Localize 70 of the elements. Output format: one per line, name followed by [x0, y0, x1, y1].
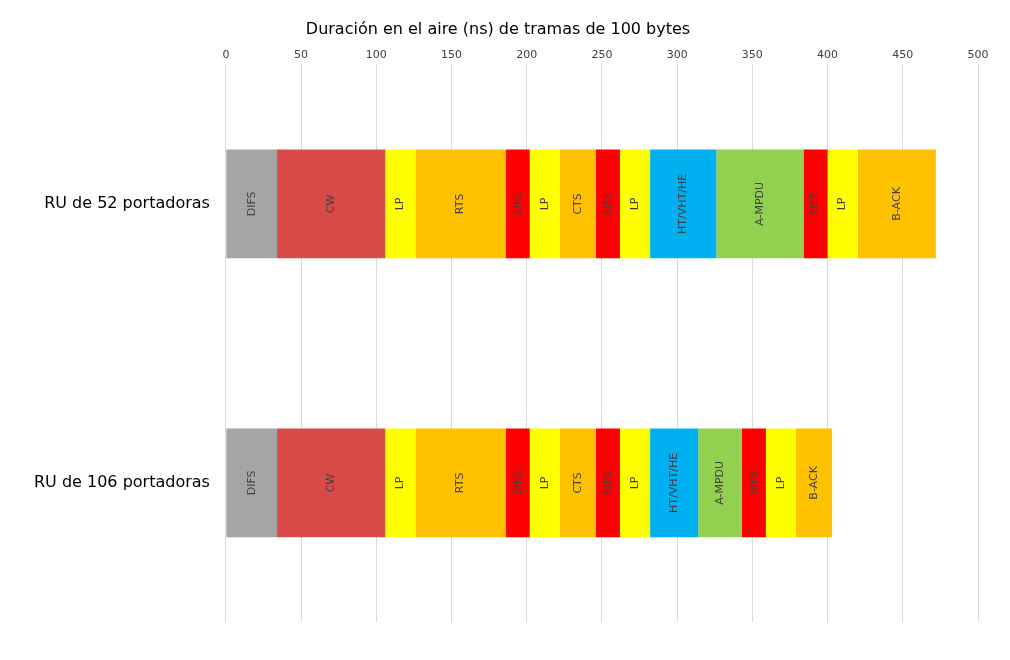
bar [827, 149, 858, 259]
series-label: DIFS [244, 191, 258, 217]
bar [385, 428, 416, 538]
bar [226, 149, 278, 259]
bar [650, 149, 717, 259]
chart-title: Duración en el aire (ns) de tramas de 100 bytes [305, 18, 691, 38]
text: HT/VHT/HE [676, 173, 690, 234]
bar [795, 428, 833, 538]
text: LP [773, 476, 787, 490]
series-label: CTS [570, 193, 584, 215]
text: LP [537, 476, 551, 490]
y-tick-label: RU de 106 portadoras [34, 472, 210, 492]
y-tick-label: RU de 52 portadoras [44, 193, 210, 213]
x-tick-label: 50 [294, 47, 309, 61]
bar [529, 428, 560, 538]
x-tick-label: 100 [365, 47, 387, 61]
series-label: LP [393, 197, 407, 211]
text: B-ACK [889, 187, 903, 221]
bar [415, 428, 506, 538]
bar [385, 149, 416, 259]
bar [595, 428, 620, 538]
bar [857, 149, 936, 259]
series-label: SIFS [808, 192, 822, 216]
text: SIFS [510, 471, 524, 495]
bar [803, 149, 828, 259]
text: DIFS [244, 470, 258, 496]
bar [698, 428, 742, 538]
bar [620, 149, 651, 259]
x-tick-label: 500 [967, 47, 989, 61]
bar [415, 149, 506, 259]
series-label: SIFS [600, 192, 614, 216]
bar [716, 149, 804, 259]
x-tick-label: 300 [666, 47, 688, 61]
bar [505, 428, 530, 538]
bar [595, 149, 620, 259]
x-tick-label: 0 [222, 47, 230, 61]
text: A-MPDU [752, 181, 766, 226]
series-label: HT/VHT/HE [667, 452, 681, 513]
bar [529, 149, 560, 259]
text: LP [627, 476, 641, 490]
text: SIFS [746, 471, 760, 495]
text: RTS [453, 472, 467, 494]
bar [277, 428, 386, 538]
bar [620, 428, 651, 538]
series-label: LP [627, 197, 641, 211]
series-label: SIFS [510, 192, 524, 216]
series-label: LP [537, 197, 551, 211]
text: LP [393, 476, 407, 490]
bar [559, 149, 596, 259]
bar [741, 428, 766, 538]
x-tick-label: 150 [441, 47, 463, 61]
series-label: B-ACK [806, 465, 820, 500]
x-tick-label: 450 [892, 47, 914, 61]
text: CW [324, 194, 338, 214]
x-tick-label: 400 [817, 47, 839, 61]
series-label: A-MPDU [712, 460, 726, 505]
bar [505, 149, 530, 259]
bar [226, 428, 278, 538]
bar [277, 149, 386, 259]
series-label: LP [835, 197, 849, 211]
bar [650, 428, 699, 538]
x-tick-label: 250 [591, 47, 613, 61]
series-label: RTS [453, 193, 467, 215]
text: CTS [570, 472, 584, 494]
bar [765, 428, 796, 538]
bar [559, 428, 596, 538]
x-tick-label: 350 [741, 47, 763, 61]
x-tick-label: 200 [516, 47, 538, 61]
series-label: CW [324, 473, 338, 493]
text: SIFS [600, 471, 614, 495]
